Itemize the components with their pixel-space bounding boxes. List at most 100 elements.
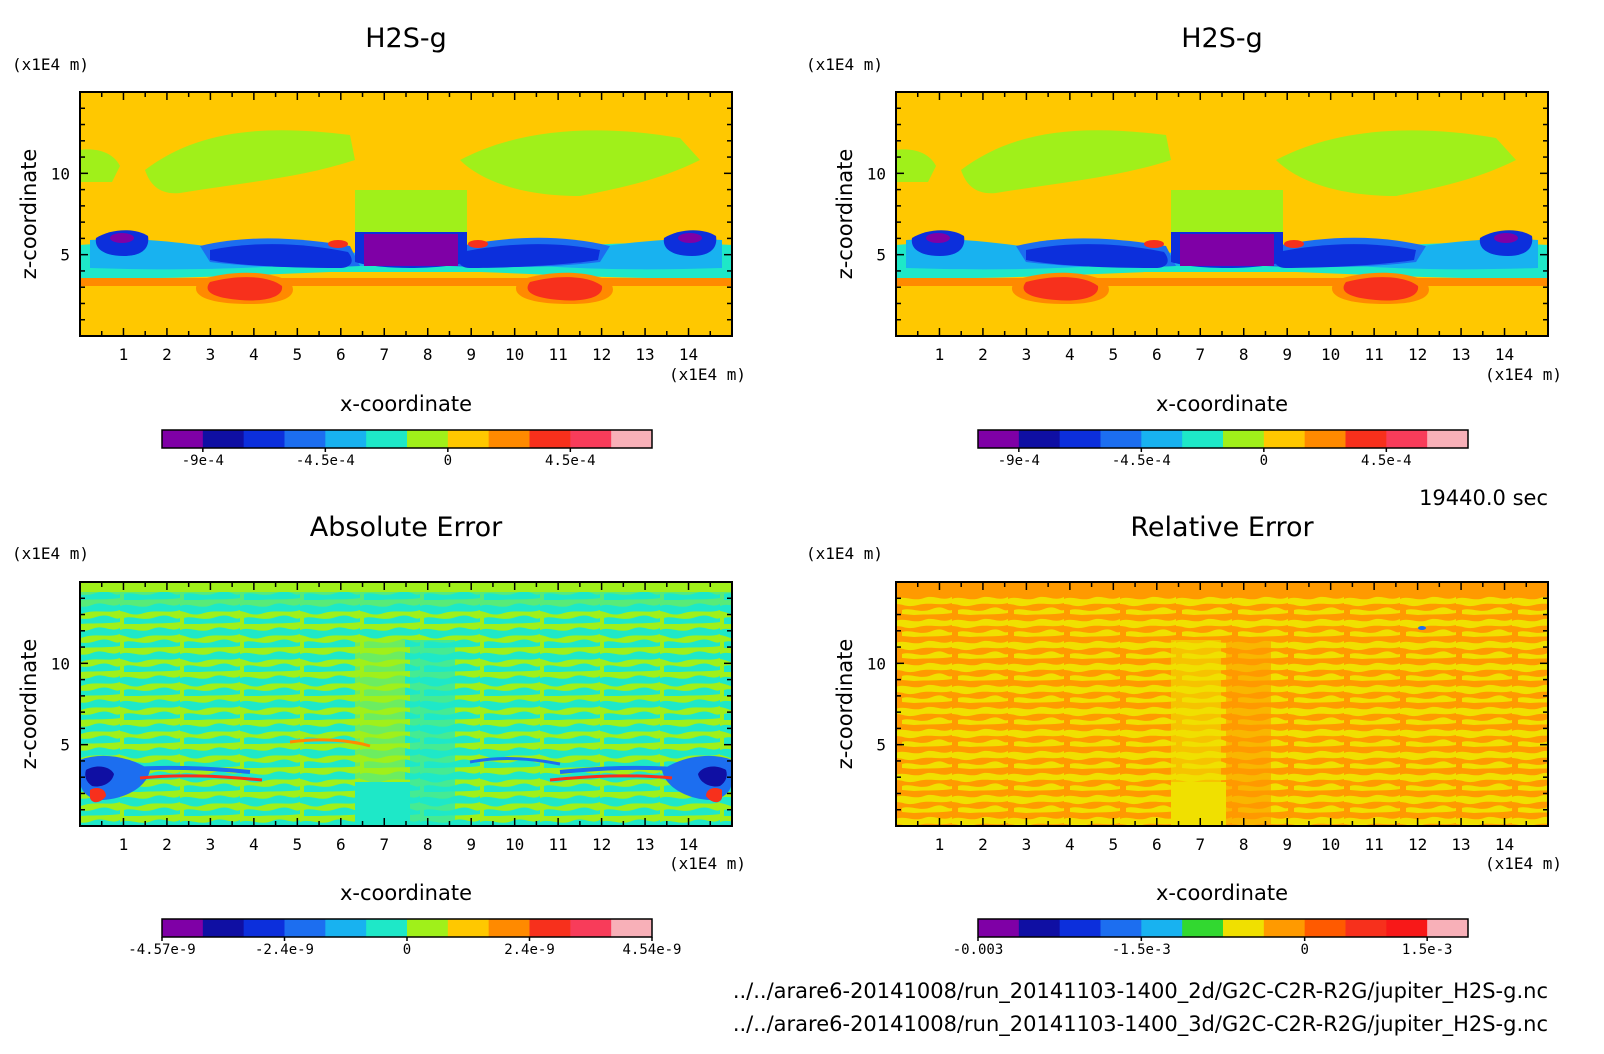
x-tick-label: 5	[293, 345, 303, 364]
colorbar-swatch	[407, 919, 449, 937]
colorbar-swatch	[1182, 430, 1224, 448]
x-tick-label: 12	[1408, 835, 1427, 854]
panel-relative-error: Relative Error (x1E4 m) 1 2 3 4 5 6 7 8 9 10 11 12 1…	[806, 512, 1562, 958]
y-tick-label: 10	[51, 164, 70, 183]
colorbar-swatch	[1427, 919, 1469, 937]
colorbar-label: 2.4e-9	[504, 942, 555, 958]
colorbar-swatch	[570, 430, 612, 448]
x-unit-label: (x1E4 m)	[1485, 365, 1562, 384]
x-tick-label: 9	[1282, 835, 1292, 854]
x-tick-label: 10	[1321, 345, 1340, 364]
y-unit-label: (x1E4 m)	[806, 544, 883, 563]
colorbar-label: -4.5e-4	[296, 453, 355, 469]
colorbar-label: -1.5e-3	[1112, 942, 1171, 958]
x-tick-label: 8	[1239, 835, 1249, 854]
file-path-2d: ../../arare6-20141008/run_20141103-1400_…	[733, 979, 1548, 1004]
colorbar-swatch	[1018, 919, 1061, 937]
x-tick-label: 3	[206, 345, 216, 364]
colorbar-swatch	[1141, 430, 1183, 448]
colorbar-swatch	[1100, 919, 1142, 937]
panel-h2s-2d: H2S-g (x1E4 m)	[12, 23, 746, 469]
colorbar-frame	[977, 429, 1469, 449]
colorbar-label: 0	[444, 453, 452, 469]
x-tick-label: 14	[1495, 345, 1514, 364]
x-tick-label: 12	[592, 835, 611, 854]
x-tick-label: 10	[505, 835, 524, 854]
y-unit-label: (x1E4 m)	[12, 544, 89, 563]
x-tick-label: 7	[1195, 345, 1205, 364]
x-tick-label: 11	[1365, 345, 1384, 364]
x-tick-label: 14	[679, 835, 698, 854]
x-tick-label: 13	[635, 835, 654, 854]
y-unit-label: (x1E4 m)	[806, 55, 883, 74]
colorbar-label: 0	[403, 942, 411, 958]
colorbar-swatch	[1386, 430, 1428, 448]
x-tick-label: 13	[1451, 345, 1470, 364]
colorbar-swatch	[1141, 919, 1183, 937]
plot-area	[896, 582, 1548, 826]
x-tick-label: 2	[978, 835, 988, 854]
colorbar-swatch	[162, 919, 204, 937]
x-tick-label: 1	[119, 835, 129, 854]
x-axis-label: x-coordinate	[340, 392, 472, 416]
x-axis-label: x-coordinate	[340, 881, 472, 905]
colorbar-swatch	[1304, 919, 1346, 937]
x-tick-label: 10	[1321, 835, 1340, 854]
colorbar-swatch	[1223, 430, 1265, 448]
colorbar-swatch	[325, 919, 367, 937]
x-tick-label: 9	[466, 835, 476, 854]
colorbar-label: 4.54e-9	[622, 942, 681, 958]
colorbar-swatch	[1386, 919, 1428, 937]
colorbar-swatch	[1059, 919, 1101, 937]
colorbar-swatch	[366, 430, 408, 448]
colorbar-label: -9e-4	[182, 453, 224, 469]
x-axis-label: x-coordinate	[1156, 392, 1288, 416]
x-tick-label: 1	[935, 835, 945, 854]
panel-title: Absolute Error	[310, 512, 503, 543]
colorbar-label: 0	[1300, 942, 1308, 958]
y-unit-label: (x1E4 m)	[12, 55, 89, 74]
x-tick-label: 4	[1065, 835, 1075, 854]
x-tick-label: 6	[336, 835, 346, 854]
colorbar-swatch	[243, 430, 285, 448]
y-axis-label: z-coordinate	[17, 639, 41, 770]
plot-area	[80, 92, 732, 336]
x-tick-label: 5	[293, 835, 303, 854]
x-tick-label: 11	[549, 835, 568, 854]
x-tick-label: 12	[592, 345, 611, 364]
y-tick-label: 10	[51, 654, 70, 673]
panel-title: H2S-g	[1181, 23, 1263, 54]
panel-title: Relative Error	[1130, 512, 1314, 543]
colorbar-swatch	[243, 919, 285, 937]
colorbar-label: -2.4e-9	[255, 942, 314, 958]
panel-h2s-3d: H2S-g (x1E4 m)	[806, 23, 1562, 469]
x-tick-label: 5	[1109, 345, 1119, 364]
x-tick-label: 14	[679, 345, 698, 364]
colorbar-swatch	[1345, 919, 1387, 937]
x-tick-label: 2	[162, 345, 172, 364]
x-tick-label: 13	[1451, 835, 1470, 854]
colorbar-swatch	[529, 430, 571, 448]
x-tick-label: 3	[1022, 835, 1032, 854]
x-tick-label: 2	[978, 345, 988, 364]
colorbar-swatch	[611, 430, 653, 448]
colorbar-swatch	[447, 430, 490, 448]
x-tick-label: 8	[423, 835, 433, 854]
x-tick-label: 7	[1195, 835, 1205, 854]
y-tick-label: 10	[867, 654, 886, 673]
colorbar-swatch	[284, 919, 326, 937]
colorbar-label: 0	[1260, 453, 1268, 469]
x-tick-label: 6	[336, 345, 346, 364]
colorbar-swatch	[488, 919, 530, 937]
colorbar-swatch	[488, 430, 530, 448]
colorbar-swatch	[1059, 430, 1101, 448]
colorbar-swatch	[284, 430, 326, 448]
colorbar-swatch	[1263, 430, 1306, 448]
colorbar-swatch	[366, 919, 408, 937]
colorbar-label: -4.5e-4	[1112, 453, 1171, 469]
x-tick-label: 11	[1365, 835, 1384, 854]
x-tick-label: 8	[423, 345, 433, 364]
x-tick-label: 12	[1408, 345, 1427, 364]
x-tick-label: 9	[466, 345, 476, 364]
x-tick-label: 3	[206, 835, 216, 854]
